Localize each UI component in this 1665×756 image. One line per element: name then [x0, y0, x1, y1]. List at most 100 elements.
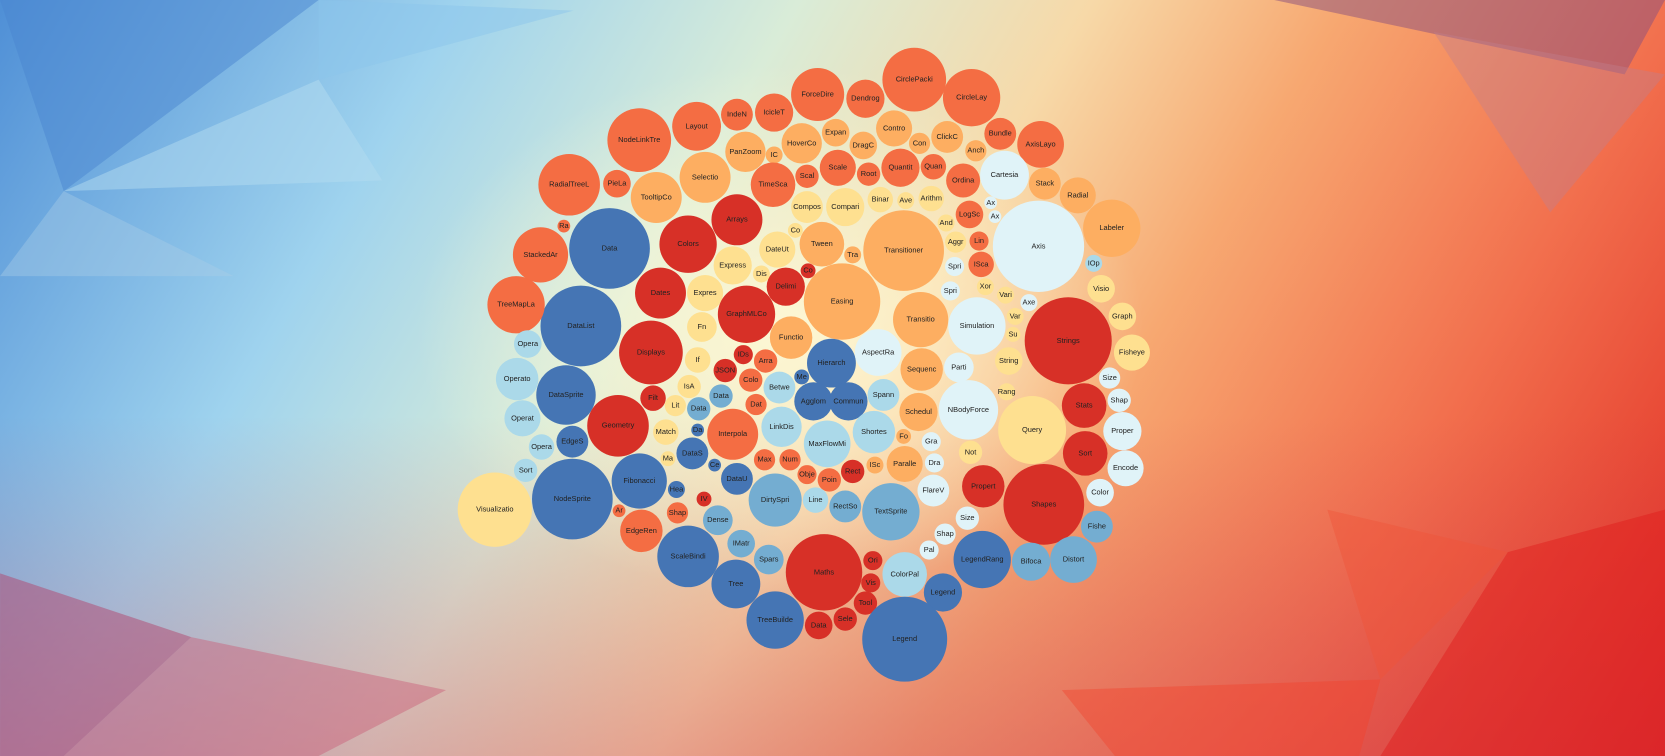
bubble: [640, 385, 666, 411]
bubble: [1062, 431, 1108, 476]
bubble: [840, 459, 865, 484]
bubble: [752, 265, 770, 283]
bubble-label: Root: [861, 169, 877, 178]
bubble: [1061, 383, 1107, 428]
bubble-label: Dra: [928, 458, 941, 467]
bubble-label: Easing: [831, 297, 854, 306]
bubble-label: IsA: [684, 381, 695, 390]
bubble-label: Sort: [1078, 448, 1092, 457]
bubble: [853, 591, 878, 615]
bubble-label: Shapes: [1031, 499, 1056, 508]
bubble-label: TextSprite: [874, 507, 907, 516]
bubble: [799, 221, 845, 267]
bubble-label: Rect: [845, 466, 860, 475]
bubble-label: Selectio: [692, 172, 718, 181]
bubble: [998, 396, 1067, 465]
bubble-label: RectSo: [833, 501, 857, 510]
bubble-label: Aggr: [948, 237, 964, 246]
bubble-label: Compari: [831, 202, 859, 211]
bubble: [980, 150, 1029, 200]
bubble-label: Rang: [998, 387, 1016, 396]
bubble-label: Paralle: [893, 459, 916, 468]
bubble-label: Tween: [811, 239, 833, 248]
bubble-label: Fn: [698, 322, 707, 331]
bubble: [721, 98, 753, 131]
bubble-label: Size: [960, 513, 974, 522]
bubble: [976, 278, 994, 296]
bubble: [457, 472, 533, 547]
bubble: [620, 509, 663, 553]
bubble: [863, 210, 944, 291]
bubble-label: Legend: [892, 634, 917, 643]
bubble-label: Strings: [1057, 336, 1080, 345]
bubble: [882, 552, 927, 597]
bubble: [962, 465, 1005, 508]
bubble: [746, 591, 804, 649]
bubble: [557, 219, 571, 233]
bubble-label: DataList: [567, 321, 594, 330]
bubble: [945, 231, 967, 253]
bubble-label: Spri: [944, 286, 958, 295]
bubble-label: IOp: [1088, 258, 1100, 267]
bubble: [938, 380, 999, 440]
bubble-label: Opera: [517, 339, 538, 348]
bubble: [619, 320, 683, 385]
bubble: [721, 462, 753, 495]
bubble-label: Propert: [971, 481, 995, 490]
bubble: [1099, 367, 1121, 389]
bubble: [862, 596, 948, 682]
bubble-label: Fisheye: [1119, 347, 1145, 356]
bubble: [945, 256, 965, 277]
bubble: [1011, 542, 1051, 581]
bubble: [1080, 510, 1113, 543]
bubble: [984, 117, 1017, 150]
bubble-label: FlareV: [922, 486, 944, 495]
bubble: [1108, 302, 1137, 331]
bubble-label: Express: [719, 260, 746, 269]
bubble-label: JSON: [715, 366, 735, 375]
bubble: [779, 449, 801, 471]
bubble-label: Delimi: [775, 282, 796, 291]
bubble: [803, 263, 881, 340]
bubble: [854, 329, 902, 376]
bubble-label: Su: [1008, 329, 1017, 338]
bubble-label: Quan: [924, 162, 942, 171]
bubble: [882, 47, 947, 112]
bubble: [997, 286, 1015, 304]
bubble-label: Spann: [873, 390, 894, 399]
bubble: [612, 504, 626, 518]
bubble-label: Ax: [991, 212, 1000, 221]
bubble: [794, 382, 833, 421]
bubble-label: Dense: [707, 515, 728, 524]
bubble-label: Betwe: [769, 383, 790, 392]
bubble-label: Operat: [511, 413, 534, 422]
bubble-label: Sele: [838, 614, 853, 623]
bubble-label: And: [940, 218, 953, 227]
bubble: [713, 246, 752, 285]
bubble-label: Shap: [1111, 395, 1128, 404]
bubble: [679, 151, 731, 203]
bubble-label: Bundle: [989, 129, 1012, 138]
bubble: [635, 267, 686, 319]
bubble-label: Pal: [924, 545, 935, 554]
bubble: [940, 281, 960, 301]
bubble-label: Bifoca: [1021, 557, 1042, 566]
bubble-label: Stats: [1076, 401, 1093, 410]
bubble: [711, 194, 763, 246]
bubble: [921, 432, 941, 452]
bubble: [487, 276, 545, 334]
bubble: [846, 79, 885, 118]
bubble-label: Poin: [822, 475, 837, 484]
bubble-label: EdgeRen: [626, 526, 657, 535]
bubble-label: Anch: [967, 146, 984, 155]
bubble: [856, 162, 881, 186]
bubble: [536, 365, 596, 425]
bubble: [513, 458, 538, 483]
bubble-label: ForceDire: [801, 89, 834, 98]
bubble: [769, 316, 813, 359]
bubble-label: Fo: [899, 431, 908, 440]
bubble: [923, 573, 963, 612]
bubble-label: Operato: [504, 374, 531, 383]
bubble-label: Spars: [759, 555, 779, 564]
bubble-label: NodeSprite: [554, 494, 591, 503]
